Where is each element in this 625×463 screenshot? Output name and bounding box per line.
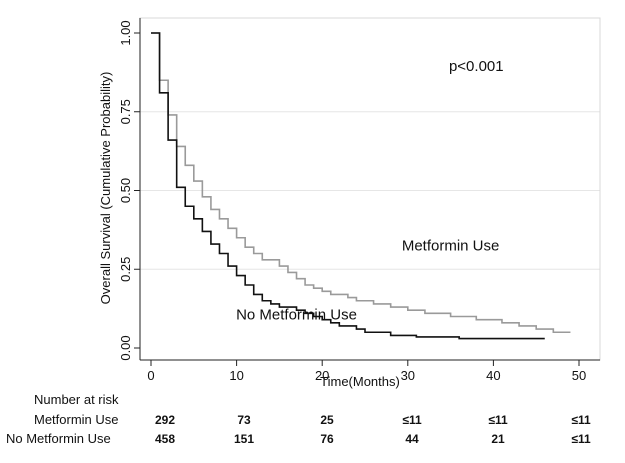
risk-cell: ≤11: [571, 432, 591, 446]
no-metformin-curve-label: No Metformin Use: [236, 307, 357, 324]
risk-cell: 458: [154, 432, 176, 446]
metformin-curve-label: Metformin Use: [402, 237, 500, 254]
x-tick-label: 40: [486, 368, 500, 383]
x-axis-label: Time(Months): [320, 374, 400, 389]
risk-cell: ≤11: [402, 413, 422, 427]
y-tick-label: 1.00: [118, 20, 133, 45]
p-value-annotation: p<0.001: [449, 58, 504, 75]
risk-cell: 73: [237, 413, 251, 427]
series-line-no-metformin: [151, 32, 545, 340]
risk-cell: 151: [233, 432, 255, 446]
risk-table-title: Number at risk: [34, 392, 119, 407]
gridlines: [140, 111, 600, 270]
y-tick-label: 0.25: [118, 257, 133, 282]
risk-cell: 21: [491, 432, 505, 446]
x-tick-label: 10: [229, 368, 243, 383]
risk-row-label-no-metformin: No Metformin Use: [6, 431, 111, 446]
risk-row-label-metformin: Metformin Use: [34, 412, 119, 427]
x-tick-label: 30: [401, 368, 415, 383]
x-tick-label: 50: [572, 368, 586, 383]
axes: 0.00 0.25 0.50 0.75 1.00 0 10 20 30 40 50: [118, 17, 601, 383]
risk-cell: ≤11: [488, 413, 508, 427]
x-tick-label: 20: [315, 368, 329, 383]
plot-frame: [139, 17, 601, 361]
risk-cell: 25: [320, 413, 334, 427]
chart-labels: Time(Months) Overall Survival (Cumulative…: [98, 58, 504, 389]
y-tick-label: 0.75: [118, 99, 133, 124]
y-axis-label: Overall Survival (Cumulative Probability…: [98, 72, 113, 305]
series-line-metformin: [151, 32, 571, 334]
x-tick-label: 0: [147, 368, 154, 383]
y-tick-label: 0.00: [118, 335, 133, 360]
series-lines: [151, 32, 571, 340]
risk-cell: ≤11: [571, 413, 591, 427]
risk-cell: 44: [405, 432, 419, 446]
risk-cell: 76: [320, 432, 334, 446]
risk-cell: 292: [154, 413, 176, 427]
y-tick-label: 0.50: [118, 178, 133, 203]
